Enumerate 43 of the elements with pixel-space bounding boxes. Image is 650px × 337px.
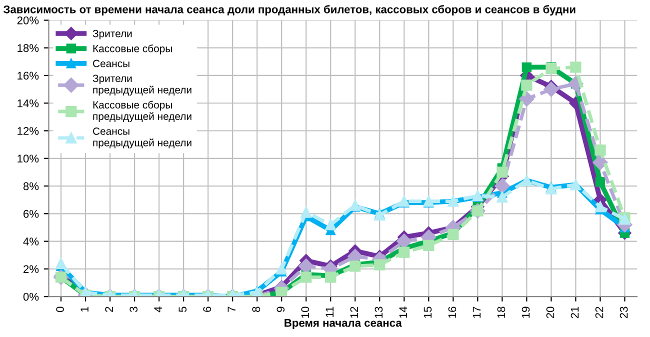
legend-label: Зрители предыдущей недели — [92, 74, 192, 96]
x-tick-label: 7 — [228, 306, 236, 312]
y-tick-label: 2% — [24, 265, 39, 274]
x-tick-label: 4 — [154, 306, 162, 312]
y-tick-label: 14% — [18, 99, 39, 108]
x-tick-label: 18 — [497, 306, 506, 318]
y-tick-label: 8% — [23, 182, 39, 190]
x-tick-label: 6 — [203, 306, 212, 312]
x-tick-label: 21 — [570, 306, 579, 318]
x-tick-label: 20 — [546, 306, 554, 318]
legend-label: Зрители — [92, 30, 132, 40]
legend-label: Сеансы — [93, 60, 130, 68]
x-tick-label: 9 — [276, 306, 285, 312]
y-tick-label: 20% — [17, 16, 39, 24]
y-tick-label: 16% — [18, 72, 39, 80]
x-tick-label: 17 — [472, 306, 481, 318]
x-tick-label: 19 — [522, 306, 530, 318]
y-tick-label: 6% — [24, 210, 39, 218]
x-tick-label: 22 — [595, 306, 604, 318]
x-tick-label: 8 — [252, 306, 260, 312]
x-tick-label: 14 — [399, 306, 408, 318]
y-tick-label: 12% — [18, 127, 39, 135]
x-tick-label: 11 — [326, 306, 334, 317]
y-tick-label: 10% — [18, 154, 39, 163]
legend-label: Кассовые сборы — [93, 44, 172, 54]
x-tick-label: 1 — [80, 306, 88, 312]
x-tick-label: 0 — [56, 306, 64, 312]
legend-label: Сеансы предыдущей недели — [93, 128, 192, 148]
y-tick-label: 0% — [23, 292, 39, 301]
x-tick-label: 2 — [105, 306, 113, 312]
y-tick-label: 4% — [23, 238, 39, 246]
legend-label: Кассовые сборы предыдущей недели — [93, 100, 192, 122]
x-tick-label: 13 — [374, 306, 383, 318]
x-tick-label: 5 — [178, 306, 187, 312]
x-tick-label: 10 — [301, 306, 310, 318]
x-axis-title: Время начала сеанса — [284, 319, 402, 329]
x-tick-label: 23 — [620, 306, 628, 318]
x-tick-label: 3 — [130, 306, 138, 312]
x-tick-label: 12 — [350, 306, 358, 318]
x-tick-label: 16 — [448, 306, 456, 318]
chart-title: Зависимость от времени начала сеанса доли проданных билетов, кассовых сборов и сеансов в будни — [4, 5, 576, 16]
x-tick-label: 15 — [424, 306, 432, 318]
y-tick-label: 18% — [18, 44, 39, 52]
